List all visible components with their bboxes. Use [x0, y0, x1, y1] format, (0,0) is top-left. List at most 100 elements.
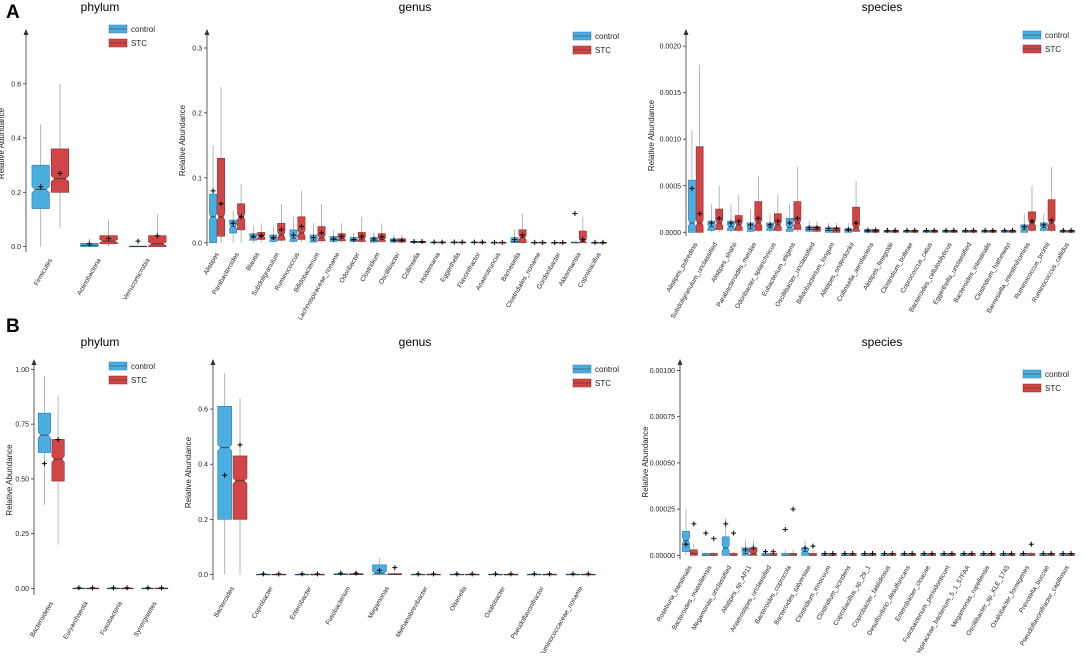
box-stc-Fusobacterium_periodonticum: [948, 550, 956, 556]
box-body: [852, 206, 860, 232]
mean-marker: [1040, 550, 1046, 556]
mean-marker: [963, 227, 969, 233]
box-stc-Barnesiella: [518, 213, 527, 244]
x-tick-label: Bacteroides_coprocola: [754, 564, 793, 625]
mean-marker: [981, 550, 987, 556]
y-tick-label: 0.0: [11, 244, 21, 251]
mean-marker: [145, 585, 151, 591]
box-control-Coprobacillus: [591, 239, 599, 245]
box-control-Bifidobacterium_longum: [824, 222, 833, 233]
mean-marker: [230, 220, 236, 226]
y-tick-label: 0.1: [192, 175, 202, 182]
x-tick-label: Barnesiella: [500, 251, 522, 283]
box-stc-Gordonibacter: [558, 239, 567, 245]
x-tick-label: Coprobacter: [251, 585, 275, 620]
x-tick-label: Bifidobacterium_longum: [795, 242, 836, 306]
box-stc-Ruminococcus_callidus: [1067, 227, 1075, 233]
mean-marker: [260, 571, 266, 577]
box-control-Akkermansia: [570, 211, 579, 244]
box-control-Odoribacter_splanchnicus: [766, 213, 774, 233]
chart-title: species: [862, 335, 903, 349]
x-tick-label: Ruminococcus_callidus: [1031, 241, 1071, 304]
y-tick-label: 0.25: [15, 531, 29, 538]
x-tick-label: Oxalobacter_formigenes: [990, 564, 1032, 629]
box-stc-Odoribacter: [357, 216, 366, 243]
box-stc-Coprobacter: [271, 571, 286, 577]
mean-marker: [1048, 550, 1054, 556]
legend: control STC: [1022, 369, 1069, 393]
x-tick-label: Clostridium_hathewayi: [974, 241, 1013, 301]
box-stc-Coprococcus_catus: [930, 227, 939, 233]
box-control-Gordonibacter: [550, 239, 559, 245]
mean-marker: [392, 565, 398, 571]
mean-marker: [570, 571, 576, 577]
box-control-Clostridium: [369, 232, 378, 243]
box-stc-Parabacteroides: [237, 184, 246, 243]
y-tick-label: 0.00100: [650, 368, 675, 375]
mean-marker: [439, 239, 445, 245]
y-tick-label: 0.0015: [660, 90, 682, 97]
box-control-Flavonifractor: [470, 239, 479, 245]
mean-marker: [1060, 550, 1066, 556]
mean-marker: [1009, 227, 1015, 233]
box-stc-Megamonas_unclassified: [729, 530, 738, 556]
mean-marker: [331, 236, 337, 242]
box-stc-Flavonifractor: [478, 239, 487, 245]
mean-marker: [1068, 550, 1074, 556]
x-tick-label: Roseburia_intestinalis: [656, 564, 694, 623]
legend: control STC: [108, 24, 155, 48]
legend-label-control: control: [1045, 370, 1069, 379]
box-control-Holdemania: [430, 239, 439, 245]
mean-marker: [889, 550, 895, 556]
chart-title: phylum: [81, 0, 120, 14]
legend-label-control: control: [595, 365, 619, 374]
mean-marker: [471, 239, 477, 245]
mean-marker: [755, 215, 761, 221]
x-tick-label: Bacteroides_salyersiae: [773, 564, 813, 626]
box-stc-Clostridium_hathewayi: [1008, 227, 1017, 233]
mean-marker: [782, 526, 788, 532]
mean-marker: [1041, 222, 1047, 228]
mean-marker: [222, 472, 228, 478]
y-tick-label: 0.2: [198, 517, 208, 524]
x-tick-label: Fusobacterium: [325, 586, 353, 627]
box-control-Fusobacteria: [106, 585, 120, 591]
box-control-Alistipes: [209, 145, 217, 244]
mean-marker: [90, 585, 96, 591]
x-tick-label: Bacteroides: [213, 585, 237, 619]
mean-marker: [106, 235, 112, 241]
mean-marker: [689, 186, 695, 192]
box-control-Oxalobacter: [488, 571, 503, 577]
mean-marker: [1001, 550, 1007, 556]
mean-marker: [1060, 227, 1066, 233]
mean-marker: [865, 227, 871, 233]
box-control-Lachnospiraceae_noname: [329, 229, 338, 243]
x-tick-label: Clostridium_innocuum: [794, 565, 832, 624]
mean-marker: [716, 215, 722, 221]
y-tick-label: 0.6: [11, 81, 21, 88]
box-stc-Coprobacillus_sp_29_1: [868, 550, 877, 556]
mean-marker: [989, 550, 995, 556]
box-control-Olsenella: [449, 571, 465, 577]
y-axis-arrow: [204, 29, 210, 35]
x-tick-label: Firmicutes: [33, 257, 54, 287]
x-tick-label: Megamonas_rupellensis: [950, 564, 992, 629]
x-tick-label: Olsenella: [449, 585, 469, 612]
x-tick-label: Euryarchaeota: [62, 600, 89, 640]
mean-marker: [826, 226, 832, 232]
mean-marker: [842, 550, 848, 556]
mean-marker: [921, 550, 927, 556]
box-stc-Fusobacteria: [120, 585, 134, 591]
mean-marker: [806, 225, 812, 231]
x-tick-label: Pseudoflavonifractor: [510, 585, 546, 641]
mean-marker: [339, 233, 345, 239]
box-stc-Anaerostipes_unclassified: [769, 549, 778, 556]
mean-marker: [552, 239, 558, 245]
mean-marker: [845, 226, 851, 232]
box-control-Barnesiella_intestinihominis: [1020, 213, 1029, 233]
box-stc-Alistipes_putredinis: [695, 64, 704, 233]
box-body: [781, 553, 790, 556]
box-stc-Pseudoflavonifractor: [542, 571, 557, 577]
mean-marker: [379, 234, 385, 240]
